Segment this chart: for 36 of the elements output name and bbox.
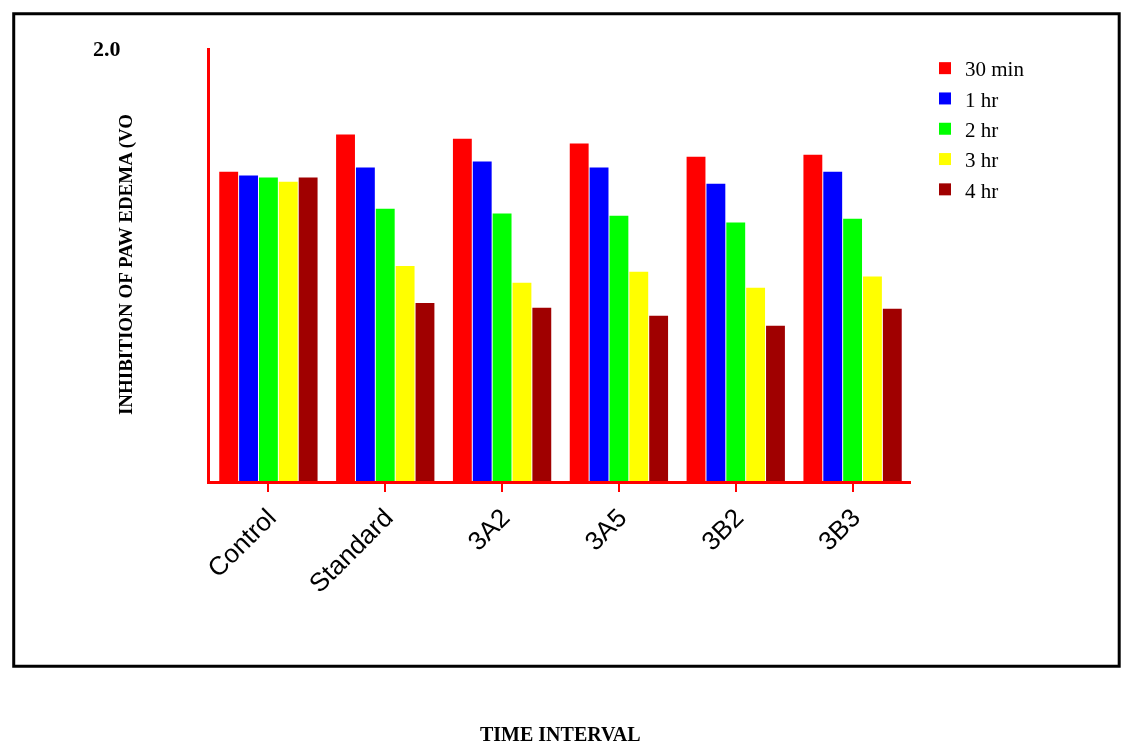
bar	[472, 161, 492, 481]
bar	[589, 167, 609, 481]
bar	[629, 271, 649, 481]
bar	[746, 287, 766, 481]
x-tick-label: 3A5	[578, 502, 633, 557]
bar	[609, 215, 629, 481]
x-tick-label: 3B3	[812, 502, 867, 557]
text: 2.0	[93, 36, 121, 61]
bar	[278, 181, 298, 481]
legend-label: 1 hr	[965, 87, 999, 112]
bar	[415, 302, 435, 481]
bar	[492, 213, 512, 481]
bar	[649, 315, 669, 481]
legend-label: 3 hr	[965, 148, 999, 173]
bar	[258, 177, 278, 481]
bar	[706, 183, 726, 481]
bar	[512, 282, 532, 481]
bar	[395, 265, 415, 481]
bar	[375, 208, 395, 481]
bar	[863, 276, 882, 481]
legend-label: 4 hr	[965, 178, 999, 203]
y-axis-title: INHIBITION OF PAW EDEMA (VO	[114, 113, 137, 416]
bar	[882, 308, 902, 481]
x-tick-label: 3A2	[461, 502, 516, 557]
bar	[355, 167, 375, 481]
bar	[298, 177, 318, 481]
text: TIME INTERVAL	[480, 723, 641, 745]
legend-label: 2 hr	[965, 117, 999, 142]
bar	[532, 307, 552, 481]
x-tick-label: 3B2	[695, 502, 750, 557]
bar	[766, 325, 785, 481]
bar	[726, 222, 746, 481]
bar	[843, 218, 863, 481]
bar	[823, 171, 843, 481]
legend-label: 30 min	[965, 57, 1025, 82]
bar	[239, 175, 258, 481]
